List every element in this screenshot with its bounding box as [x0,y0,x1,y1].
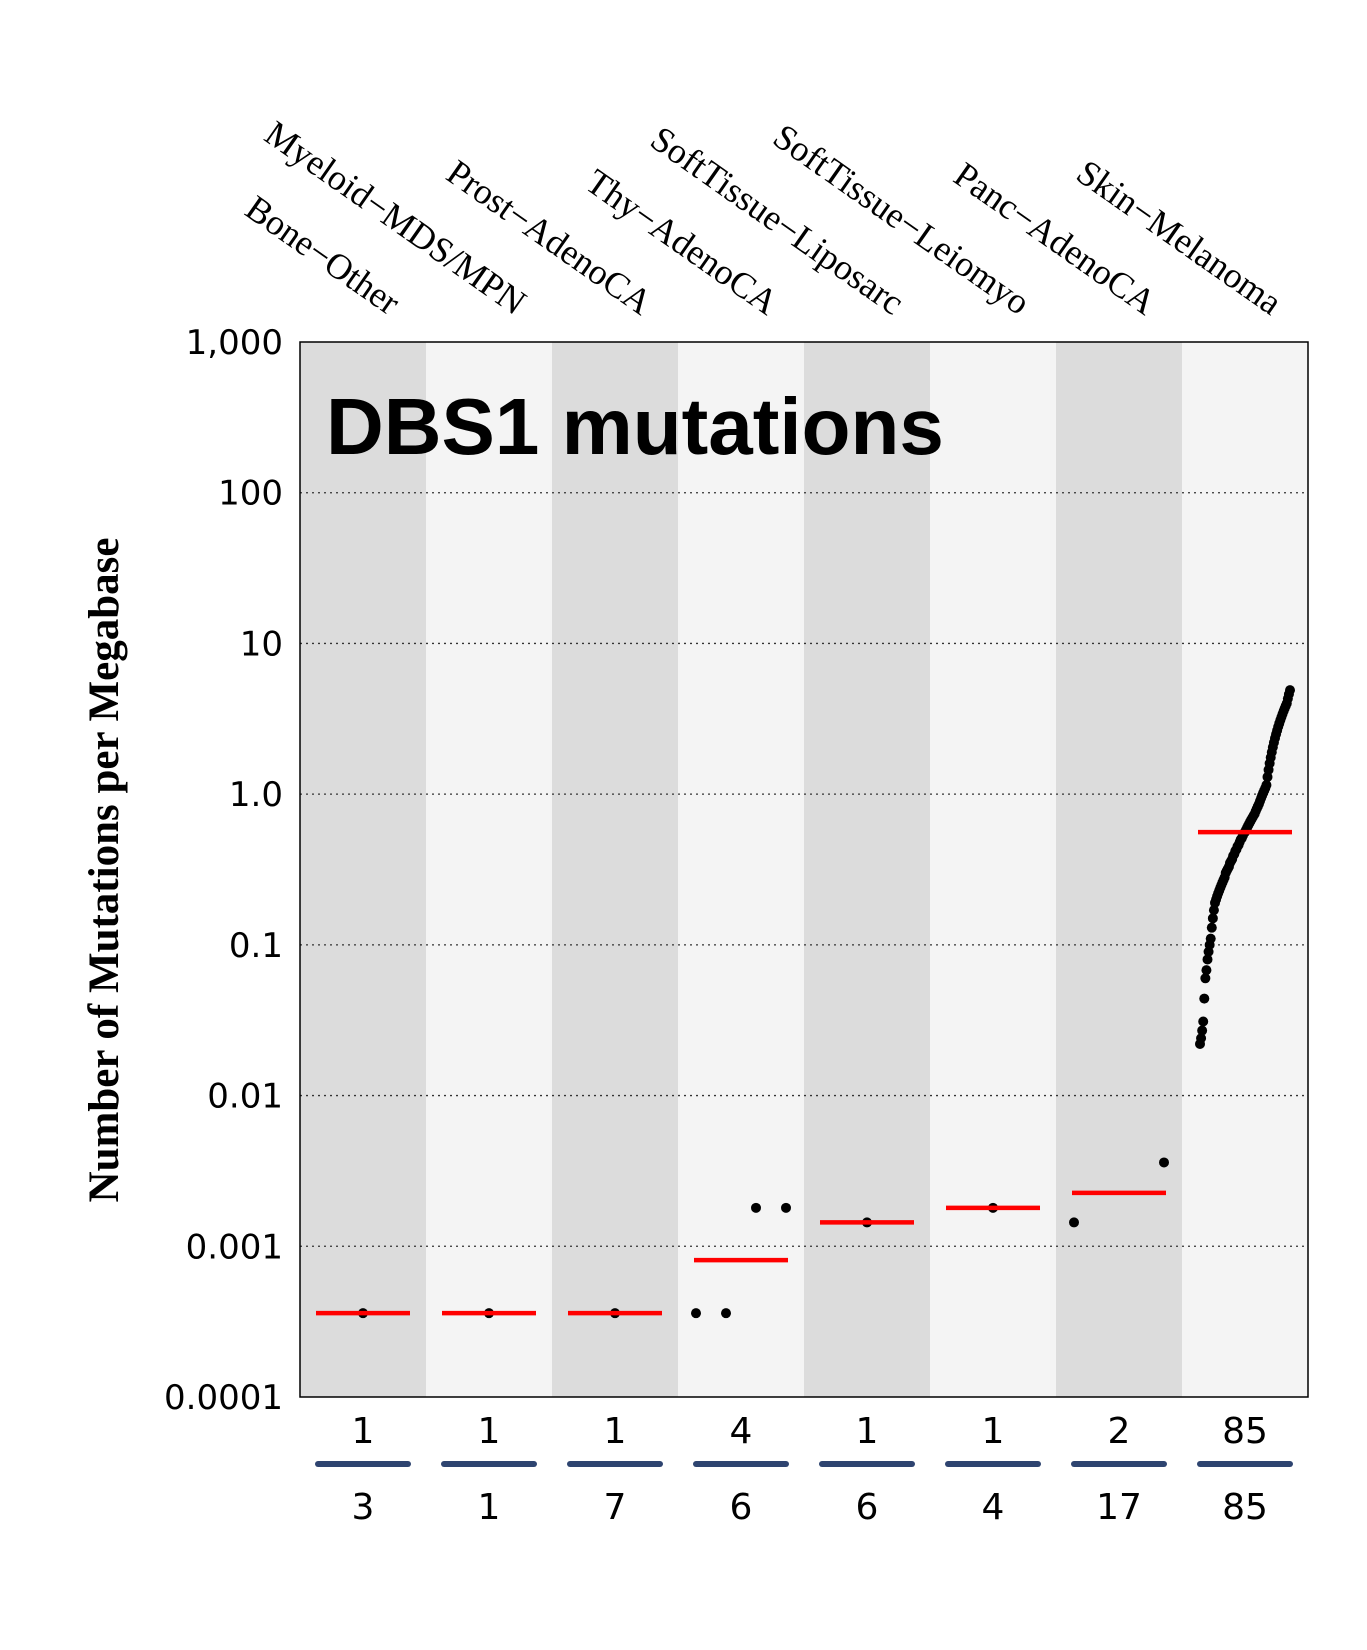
total-count: 6 [856,1487,879,1528]
mutated-count: 4 [730,1411,753,1452]
total-count: 17 [1096,1487,1142,1528]
total-count: 7 [604,1487,627,1528]
mutated-count: 1 [856,1411,879,1452]
total-count: 1 [478,1487,501,1528]
data-point [1159,1157,1169,1168]
total-count: 85 [1222,1487,1268,1528]
column-band [426,342,552,1397]
y-tick-label: 1.0 [229,775,283,815]
mutated-count: 85 [1222,1411,1268,1452]
data-point [721,1308,731,1319]
data-point [1285,685,1295,696]
data-point [1196,1033,1207,1044]
data-point [1202,954,1213,965]
mutated-count: 1 [604,1411,627,1452]
mutated-count: 1 [478,1411,501,1452]
column-band [1182,342,1308,1397]
data-point [781,1202,791,1213]
data-point [751,1202,761,1213]
y-tick-label: 0.001 [186,1227,283,1267]
chart-title: DBS1 mutations [326,382,944,471]
column-band [930,342,1056,1397]
column-band [552,342,678,1397]
category-label: Skin−Melanoma [1070,152,1290,323]
y-tick-label: 0.1 [229,926,283,966]
y-tick-label: 0.0001 [164,1378,283,1418]
mutated-count: 2 [1108,1411,1131,1452]
data-point [691,1308,701,1319]
data-point [1207,913,1218,924]
plot-frame [299,341,1309,1398]
column-band [1056,342,1182,1397]
mutated-count: 1 [982,1411,1005,1452]
column-band [804,342,930,1397]
data-point [1069,1217,1079,1228]
total-count: 6 [730,1487,753,1528]
mutated-count: 1 [352,1411,375,1452]
data-point [1198,1016,1209,1027]
y-tick-label: 100 [218,474,283,514]
column-band [300,342,426,1397]
data-point [1197,1025,1208,1036]
y-axis-label: Number of Mutations per Megabase [81,538,128,1203]
total-count: 3 [352,1487,375,1528]
y-tick-label: 10 [240,624,283,664]
data-point [1206,922,1217,933]
data-point [1201,965,1212,976]
total-count: 4 [982,1487,1005,1528]
data-point [1205,933,1216,944]
y-tick-label: 1,000 [186,323,283,363]
data-point [1261,779,1272,790]
y-tick-label: 0.01 [207,1077,283,1117]
data-point [1199,993,1210,1004]
data-point [1200,973,1211,984]
column-band [678,342,804,1397]
